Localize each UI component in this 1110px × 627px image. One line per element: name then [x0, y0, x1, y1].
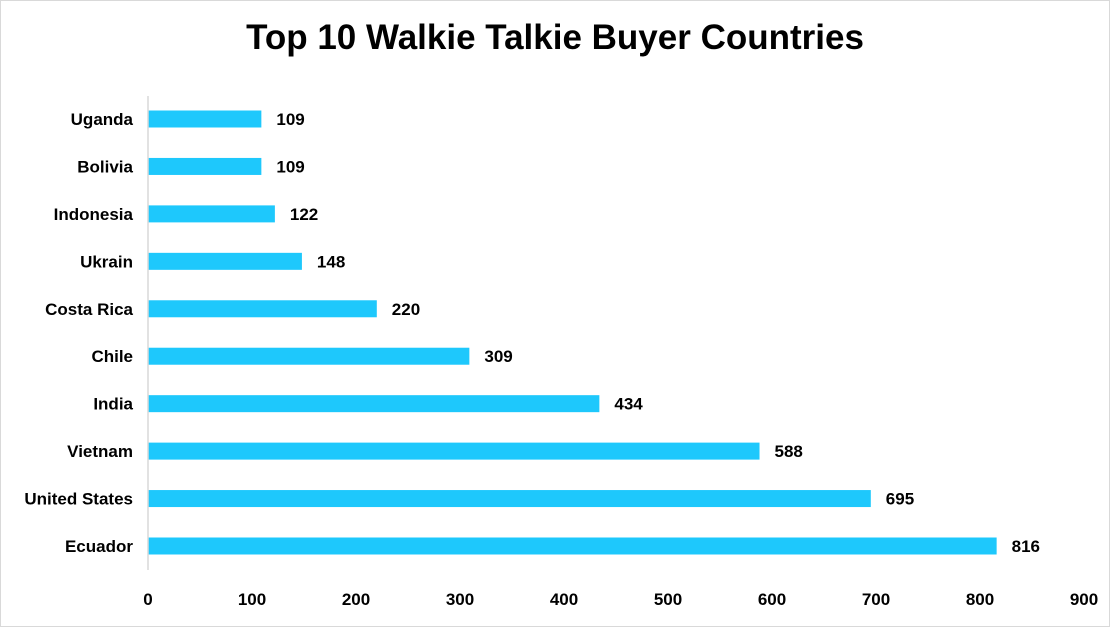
- x-tick-0: 0: [143, 590, 152, 609]
- bar-indonesia: [148, 205, 275, 223]
- bar-united-states: [148, 490, 871, 508]
- x-tick-300: 300: [446, 590, 474, 609]
- x-tick-200: 200: [342, 590, 370, 609]
- x-tick-400: 400: [550, 590, 578, 609]
- bar-india: [148, 395, 600, 413]
- bar-bolivia: [148, 157, 262, 175]
- value-label-india: 434: [614, 395, 643, 414]
- x-tick-700: 700: [862, 590, 890, 609]
- bars-group: [148, 110, 997, 555]
- value-label-bolivia: 109: [276, 157, 304, 176]
- value-label-vietnam: 588: [775, 442, 803, 461]
- category-label-india: India: [93, 395, 133, 414]
- category-label-ukrain: Ukrain: [80, 252, 133, 271]
- category-label-chile: Chile: [91, 347, 133, 366]
- bar-vietnam: [148, 442, 760, 460]
- value-label-uganda: 109: [276, 110, 304, 129]
- bar-chile: [148, 347, 470, 365]
- category-label-vietnam: Vietnam: [67, 442, 133, 461]
- value-label-indonesia: 122: [290, 205, 318, 224]
- category-label-costa-rica: Costa Rica: [45, 300, 133, 319]
- value-labels: 816 695 588 434 309 220 148 122 109 109: [276, 110, 1040, 556]
- x-tick-500: 500: [654, 590, 682, 609]
- bar-uganda: [148, 110, 262, 128]
- x-tick-labels: 0 100 200 300 400 500 600 700 800 900: [143, 590, 1098, 609]
- x-tick-900: 900: [1070, 590, 1098, 609]
- bar-ecuador: [148, 537, 997, 555]
- category-label-indonesia: Indonesia: [54, 205, 134, 224]
- bar-ukrain: [148, 252, 302, 270]
- value-label-chile: 309: [484, 347, 512, 366]
- chart-title: Top 10 Walkie Talkie Buyer Countries: [246, 18, 864, 57]
- category-label-uganda: Uganda: [71, 110, 134, 129]
- value-label-united-states: 695: [886, 490, 914, 509]
- value-label-ecuador: 816: [1012, 537, 1040, 556]
- bar-costa-rica: [148, 300, 377, 318]
- value-label-costa-rica: 220: [392, 300, 420, 319]
- value-label-ukrain: 148: [317, 252, 345, 271]
- x-tick-100: 100: [238, 590, 266, 609]
- category-labels: Ecuador United States Vietnam India Chile Cos…: [24, 110, 133, 556]
- x-tick-800: 800: [966, 590, 994, 609]
- category-label-united-states: United States: [24, 490, 133, 509]
- category-label-bolivia: Bolivia: [77, 157, 133, 176]
- x-tick-600: 600: [758, 590, 786, 609]
- category-label-ecuador: Ecuador: [65, 537, 133, 556]
